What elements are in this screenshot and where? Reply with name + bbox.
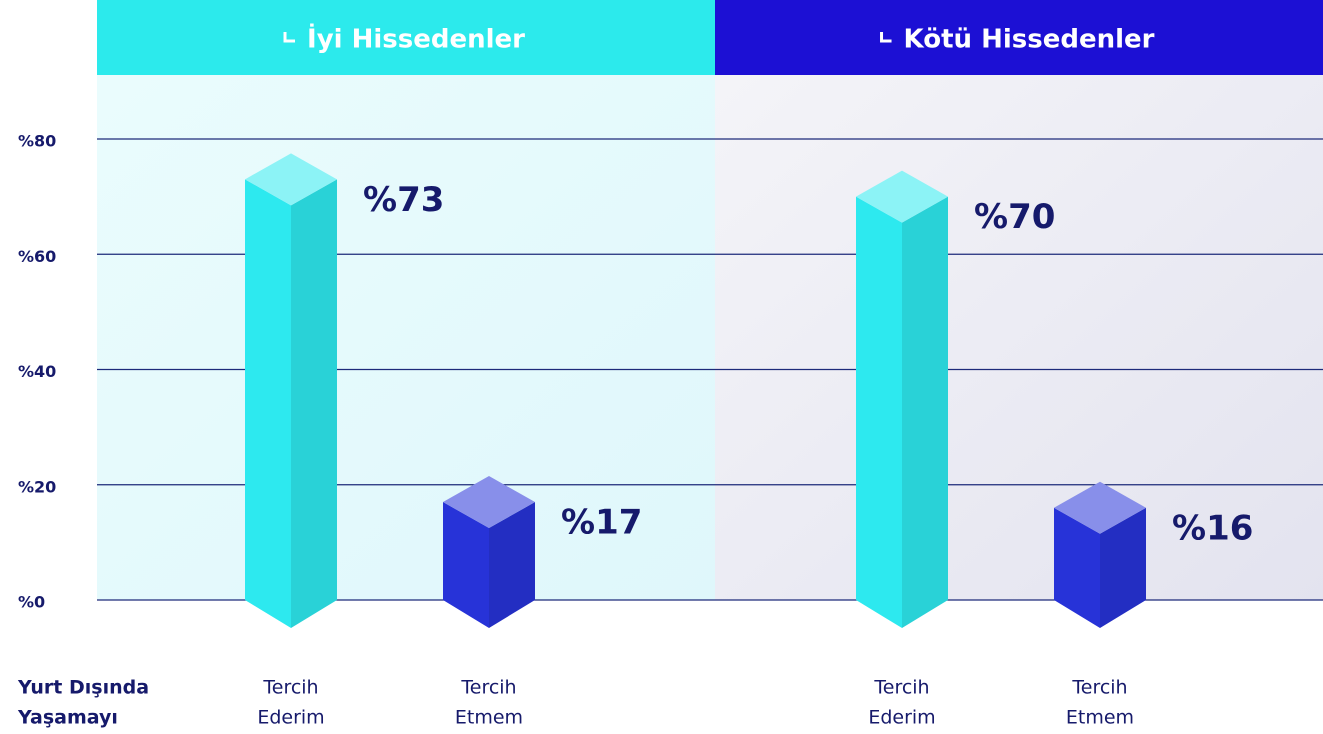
x-tick-label: Etmem <box>1066 707 1134 729</box>
x-tick-label: Tercih <box>873 677 929 699</box>
y-tick-label: %80 <box>18 132 56 151</box>
x-tick-label: Tercih <box>1071 677 1127 699</box>
title-marker <box>283 32 296 43</box>
x-tick-label: Etmem <box>455 707 523 729</box>
y-tick-label: %40 <box>18 362 56 381</box>
x-tick-label: Ederim <box>868 707 935 729</box>
panel-header <box>97 0 715 75</box>
y-tick-label: %0 <box>18 593 45 612</box>
x-tick-label: Ederim <box>257 707 324 729</box>
title-marker <box>880 32 892 43</box>
x-axis-label: Yurt Dışında <box>17 677 149 699</box>
value-label: %73 <box>363 180 444 220</box>
bar-left-face <box>1054 507 1100 628</box>
bar-top-face <box>443 476 535 529</box>
bar-right-face <box>489 502 535 628</box>
bar-right-face <box>1100 507 1146 628</box>
bar-left-face <box>443 502 489 628</box>
panel-title: Kötü Hissedenler <box>904 25 1155 55</box>
bar <box>856 170 948 628</box>
panel-header <box>715 0 1323 75</box>
bar <box>245 153 337 628</box>
panel-bg <box>97 75 715 600</box>
bar-left-face <box>245 179 291 628</box>
y-tick-label: %20 <box>18 477 56 496</box>
x-axis-label: Yaşamayı <box>17 707 118 729</box>
value-label: %17 <box>561 503 642 543</box>
bar <box>443 476 535 628</box>
x-tick-label: Tercih <box>460 677 516 699</box>
y-tick-label: %60 <box>18 247 56 266</box>
bar-top-face <box>245 153 337 206</box>
bar-right-face <box>291 179 337 628</box>
value-label: %16 <box>1172 508 1253 548</box>
bar-left-face <box>856 196 902 628</box>
bar-right-face <box>902 196 948 628</box>
value-label: %70 <box>974 197 1055 237</box>
panel-title: İyi Hissedenler <box>307 23 525 55</box>
panel-bg <box>715 75 1323 600</box>
bar <box>1054 481 1146 628</box>
bar-top-face <box>856 170 948 223</box>
x-tick-label: Tercih <box>262 677 318 699</box>
bar-top-face <box>1054 481 1146 534</box>
